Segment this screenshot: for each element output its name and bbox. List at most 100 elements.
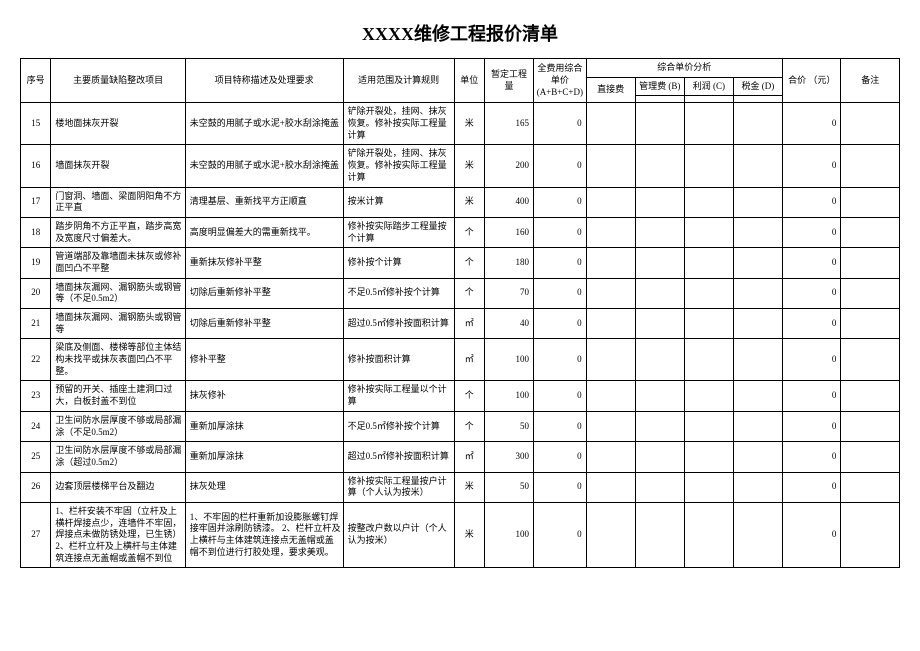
header-direct: 直接费 [586,77,635,103]
table-cell: 米 [454,472,484,502]
table-row: 18踏步阴角不方正平直，踏步高宽及宽度尺寸偏差大。高度明显偏差大的需重新找平。修… [21,217,900,247]
header-total: 合价 （元） [782,59,840,103]
table-cell: 0 [534,187,587,217]
table-cell: 高度明显偏差大的需重新找平。 [185,217,343,247]
table-cell [586,502,635,567]
table-cell: 修补按实际工程量按户计算（个人认为按米） [343,472,454,502]
table-cell: 墙面抹灰漏网、漏钢筋头或钢管等 [51,309,185,339]
page-title: XXXX维修工程报价清单 [20,20,900,46]
table-cell [841,217,900,247]
table-cell: 24 [21,411,51,441]
table-cell [684,381,733,411]
table-cell: 米 [454,103,484,145]
table-cell: 18 [21,217,51,247]
table-row: 26边套顶层楼梯平台及翻边抹灰处理修补按实际工程量按户计算（个人认为按米）米50… [21,472,900,502]
table-cell [733,145,782,187]
table-cell [635,411,684,441]
table-cell [635,442,684,472]
header-profit: 利润 (C) [684,77,733,96]
header-unit: 单位 [454,59,484,103]
table-cell: 管道端部及靠墙面未抹灰或修补面凹凸不平整 [51,248,185,278]
table-cell: 0 [534,442,587,472]
table-cell: 0 [782,248,840,278]
table-row: 21墙面抹灰漏网、漏钢筋头或钢管等切除后重新修补平整超过0.5㎡修补按面积计算㎡… [21,309,900,339]
table-cell [733,278,782,308]
table-cell [733,472,782,502]
header-analysis: 综合单价分析 [586,59,782,78]
table-cell: 卫生间防水层厚度不够或局部漏涂（超过0.5m2） [51,442,185,472]
table-cell: 50 [484,472,533,502]
header-scope: 适用范围及计算规则 [343,59,454,103]
table-cell [586,381,635,411]
table-cell [635,187,684,217]
table-cell: 100 [484,339,533,381]
table-row: 15楼地面抹灰开裂未空鼓的用腻子或水泥+胶水刮涂掩盖铲除开裂处，挂网、抹灰恢复。… [21,103,900,145]
table-cell: 0 [534,248,587,278]
table-cell [684,278,733,308]
table-cell [733,339,782,381]
table-row: 16墙面抹灰开裂未空鼓的用腻子或水泥+胶水刮涂掩盖铲除开裂处，挂网、抹灰恢复。修… [21,145,900,187]
table-cell: 100 [484,502,533,567]
table-cell [586,217,635,247]
table-cell [586,472,635,502]
table-cell [684,411,733,441]
table-cell: 0 [534,278,587,308]
table-row: 19管道端部及靠墙面未抹灰或修补面凹凸不平整重新抹灰修补平整修补按个计算个180… [21,248,900,278]
table-row: 271、栏杆安装不牢固（立杆及上横杆焊接点少，连墙件不牢固，焊接点未做防锈处理，… [21,502,900,567]
table-cell [635,248,684,278]
table-cell: 160 [484,217,533,247]
table-cell: 墙面抹灰开裂 [51,145,185,187]
table-cell: 清理基层、重新找平方正顺直 [185,187,343,217]
table-cell: 米 [454,502,484,567]
table-row: 23预留的开关、插座土建洞口过大，白板封盖不到位抹灰修补修补按实际工程量以个计算… [21,381,900,411]
header-item: 主要质量缺陷整改项目 [51,59,185,103]
table-cell [733,411,782,441]
table-cell: 墙面抹灰漏网、漏钢筋头或钢管等（不足0.5m2） [51,278,185,308]
table-cell: 踏步阴角不方正平直，踏步高宽及宽度尺寸偏差大。 [51,217,185,247]
table-cell: 0 [782,442,840,472]
table-cell: 个 [454,381,484,411]
table-cell: 未空鼓的用腻子或水泥+胶水刮涂掩盖 [185,103,343,145]
table-cell: 26 [21,472,51,502]
table-cell: 梁底及侧面、楼梯等部位主体结构未找平或抹灰表面凹凸不平整。 [51,339,185,381]
table-cell: 17 [21,187,51,217]
table-cell: 修补按实际踏步工程量按个计算 [343,217,454,247]
table-cell: 按米计算 [343,187,454,217]
table-cell [841,248,900,278]
table-cell: 重新加厚涂抹 [185,411,343,441]
table-cell [733,217,782,247]
table-cell: 0 [534,339,587,381]
table-cell [635,145,684,187]
header-price: 全费用综合单价 (A+B+C+D) [534,59,587,103]
table-cell [684,309,733,339]
table-cell: 0 [534,472,587,502]
table-cell [841,472,900,502]
table-cell [733,187,782,217]
table-cell: 不足0.5㎡修补按个计算 [343,278,454,308]
table-cell: 按整改户数以户计（个人认为按米） [343,502,454,567]
table-cell [635,502,684,567]
header-tax-sub [733,96,782,103]
table-cell: 300 [484,442,533,472]
table-cell [635,381,684,411]
table-cell: 16 [21,145,51,187]
table-cell: 预留的开关、插座土建洞口过大，白板封盖不到位 [51,381,185,411]
table-cell [841,442,900,472]
table-cell: 修补按个计算 [343,248,454,278]
table-cell: 25 [21,442,51,472]
table-cell: 0 [782,145,840,187]
table-cell [733,502,782,567]
table-cell: 21 [21,309,51,339]
table-cell [684,248,733,278]
table-cell [841,339,900,381]
table-cell [684,442,733,472]
table-cell [733,103,782,145]
table-cell [586,339,635,381]
table-cell [586,187,635,217]
table-cell: 19 [21,248,51,278]
table-cell: 个 [454,278,484,308]
table-cell: 重新加厚涂抹 [185,442,343,472]
table-cell: 抹灰修补 [185,381,343,411]
table-cell [841,103,900,145]
table-cell: 0 [534,217,587,247]
